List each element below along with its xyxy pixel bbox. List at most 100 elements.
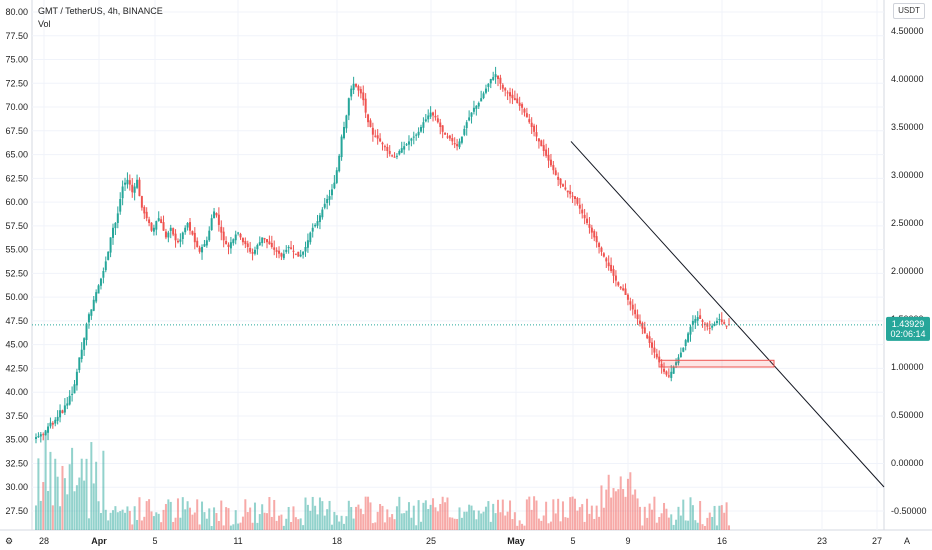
volume-bar (509, 500, 512, 530)
volume-bar (162, 509, 165, 530)
volume-bar (239, 522, 242, 530)
candle-body (309, 232, 312, 243)
volume-bar (516, 525, 519, 530)
candle-body (458, 141, 461, 148)
candle-body (345, 115, 348, 129)
auto-scale-button[interactable]: A (904, 536, 911, 546)
volume-bar (687, 520, 690, 530)
volume-label[interactable]: Vol (38, 19, 51, 29)
candle-body (395, 155, 398, 157)
candle-body (708, 327, 711, 329)
volume-bar (655, 522, 658, 530)
candle-body (39, 434, 42, 437)
volume-bar (574, 498, 576, 530)
volume-bar (193, 512, 196, 530)
volume-bar (420, 521, 422, 530)
candle-body (148, 219, 151, 223)
volume-bar (323, 515, 326, 530)
volume-bar (470, 505, 473, 530)
time-axis-tick-label: 16 (717, 536, 727, 546)
candle-body (35, 437, 37, 439)
volume-bar (501, 499, 504, 530)
time-axis[interactable]: 28 Apr 5 11 18 25 May 5 9 16 23 27 (39, 536, 882, 546)
volume-bar (684, 520, 687, 530)
volume-bar (114, 506, 117, 530)
candle-body (104, 261, 107, 271)
volume-bar (561, 501, 564, 530)
volume-bar (383, 522, 386, 530)
candle-body (203, 244, 206, 247)
left-axis-tick-label: 42.50 (5, 363, 28, 373)
volume-bar (210, 525, 213, 530)
price-candles (35, 66, 730, 444)
candle-body (646, 334, 649, 339)
candle-body (530, 122, 533, 127)
candle-body (314, 224, 317, 227)
volume-bar (376, 511, 379, 530)
volume-bar (97, 501, 100, 530)
volume-bar (181, 497, 184, 530)
volume-bar (458, 507, 461, 530)
candle-body (540, 140, 543, 147)
candle-body (155, 221, 158, 230)
volume-bar (545, 501, 548, 530)
volume-bar (309, 510, 312, 530)
right-price-axis[interactable]: 4.50000 4.00000 3.50000 3.00000 2.50000 2.000… (891, 26, 927, 516)
currency-unit-button[interactable]: USDT (893, 3, 925, 19)
volume-bar (121, 509, 124, 530)
volume-bar (593, 518, 596, 530)
candle-body (126, 179, 129, 185)
candle-body (559, 178, 562, 185)
volume-bar (480, 513, 483, 530)
volume-bar (297, 519, 300, 530)
left-axis-tick-label: 70.00 (5, 102, 28, 112)
candle-body (441, 125, 444, 132)
candle-body (468, 117, 471, 121)
left-price-axis[interactable]: 80.00 77.50 75.00 72.50 70.00 67.50 65.00 62.50… (5, 7, 28, 516)
volume-bar (439, 503, 442, 530)
candle-body (653, 347, 656, 353)
candle-body (304, 247, 307, 252)
left-axis-tick-label: 32.50 (5, 458, 28, 468)
candle-body (222, 231, 225, 241)
volume-bar (145, 501, 148, 530)
candle-body (675, 362, 678, 366)
volume-bar (379, 504, 382, 530)
candle-body (357, 86, 360, 91)
left-axis-tick-label: 35.00 (5, 435, 28, 445)
volume-bar (302, 525, 305, 530)
volume-bar (95, 461, 98, 530)
time-axis-tick-label: 5 (570, 536, 575, 546)
volume-bar (403, 513, 406, 530)
volume-bar (436, 511, 439, 530)
candle-body (201, 247, 204, 253)
candle-body (379, 138, 382, 142)
volume-bar (333, 511, 336, 530)
time-axis-tick-label: 18 (332, 536, 342, 546)
left-axis-tick-label: 40.00 (5, 387, 28, 397)
volume-bar (266, 513, 268, 530)
volume-bar (720, 505, 723, 530)
volume-bar (350, 507, 353, 530)
volume-bar (306, 504, 309, 530)
volume-bar (494, 513, 497, 530)
volume-bar (667, 517, 670, 530)
candle-body (545, 149, 548, 156)
candle-body (210, 218, 213, 231)
settings-gear-icon[interactable]: ⚙ (5, 536, 14, 546)
volume-bar (417, 500, 420, 530)
candle-body (631, 304, 634, 310)
candle-body (725, 325, 728, 327)
volume-bar (299, 518, 302, 530)
symbol-title[interactable]: GMT / TetherUS, 4h, BINANCE (38, 6, 163, 16)
volume-bar (456, 518, 459, 530)
candle-body (415, 134, 418, 136)
volume-bar (386, 509, 389, 530)
candle-body (287, 247, 290, 249)
candle-body (718, 319, 721, 320)
candle-body (299, 254, 302, 257)
volume-bar (107, 520, 110, 530)
candle-body (593, 231, 596, 238)
